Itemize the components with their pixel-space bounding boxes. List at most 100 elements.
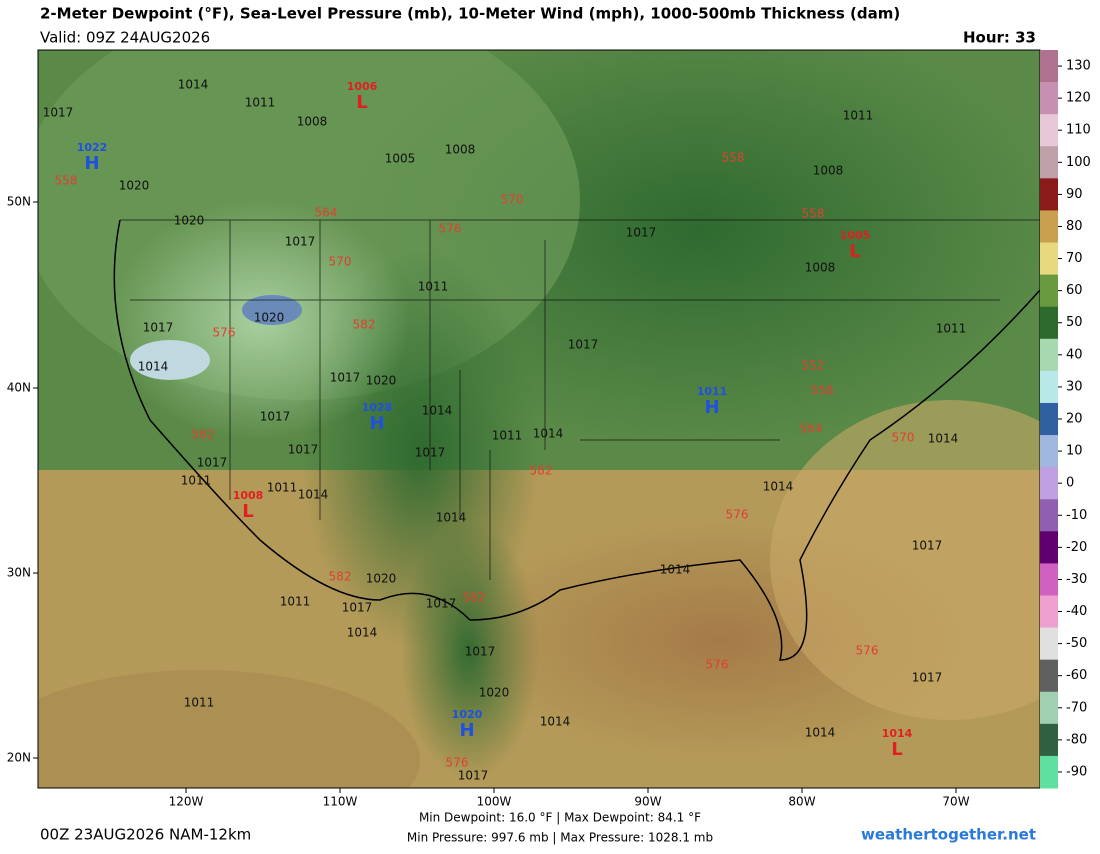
colorbar-swatch <box>1040 242 1058 276</box>
isobar-label: 1008 <box>805 261 836 275</box>
colorbar-label: 130 <box>1066 59 1091 74</box>
isobar-label: 1020 <box>174 214 205 228</box>
colorbar-label: -90 <box>1066 764 1087 779</box>
colorbar-label: -30 <box>1066 572 1087 587</box>
thickness-label: 558 <box>802 207 825 221</box>
thickness-label: 570 <box>892 431 915 445</box>
isobar-label: 1020 <box>119 179 150 193</box>
center-pressure: 1028 <box>362 401 393 414</box>
colorbar-swatch <box>1040 595 1058 629</box>
thickness-label: 564 <box>800 422 823 436</box>
center-pressure: 1005 <box>840 229 871 242</box>
dewpoint-range: Min Dewpoint: 16.0 °F | Max Dewpoint: 84… <box>419 811 701 825</box>
model-run: 00Z 23AUG2026 NAM-12km <box>40 826 251 844</box>
title: 2-Meter Dewpoint (°F), Sea-Level Pressur… <box>40 5 900 23</box>
lat-label: 30N <box>7 566 31 580</box>
colorbar-label: 30 <box>1066 379 1083 394</box>
isobar-label: 1014 <box>928 432 959 446</box>
isobar-label: 1017 <box>458 769 489 783</box>
thickness-label: 552 <box>802 359 825 373</box>
center-symbol: H <box>704 397 719 418</box>
colorbar-swatch <box>1040 755 1058 789</box>
isobar-label: 1014 <box>138 360 169 374</box>
site-credit: weathertogether.net <box>861 826 1036 844</box>
isobar-label: 1017 <box>426 597 457 611</box>
isobar-label: 1017 <box>260 410 291 424</box>
center-symbol: L <box>891 739 902 760</box>
colorbar-label: 50 <box>1066 315 1083 330</box>
isobar-label: 1017 <box>330 371 361 385</box>
colorbar-swatch <box>1040 306 1058 340</box>
colorbar-label: 110 <box>1066 123 1091 138</box>
colorbar-label: 80 <box>1066 219 1083 234</box>
colorbar-swatch <box>1040 691 1058 725</box>
colorbar-label: -20 <box>1066 540 1087 555</box>
center-symbol: L <box>242 501 253 522</box>
isobar-label: 1020 <box>366 374 397 388</box>
isobar-label: 1008 <box>813 164 844 178</box>
thickness-label: 582 <box>192 428 215 442</box>
forecast-hour: Hour: 33 <box>963 29 1036 47</box>
thickness-label: 564 <box>315 206 338 220</box>
isobar-label: 1014 <box>540 715 571 729</box>
center-symbol: H <box>369 413 384 434</box>
center-pressure: 1022 <box>77 141 108 154</box>
colorbar-swatch <box>1040 50 1058 83</box>
colorbar-swatch <box>1040 274 1058 308</box>
colorbar-label: 40 <box>1066 347 1083 362</box>
isobar-label: 1017 <box>465 645 496 659</box>
thickness-label: 582 <box>463 591 486 605</box>
colorbar-swatch <box>1040 146 1058 179</box>
center-symbol: H <box>459 720 474 741</box>
isobar-label: 1017 <box>342 601 373 615</box>
thickness-label: 558 <box>722 151 745 165</box>
center-pressure: 1008 <box>233 489 264 502</box>
lon-label: 110W <box>323 795 358 809</box>
isobar-label: 1011 <box>418 280 449 294</box>
colorbar-label: -10 <box>1066 508 1087 523</box>
thickness-label: 570 <box>329 255 352 269</box>
isobar-label: 1017 <box>285 235 316 249</box>
isobar-label: 1011 <box>267 481 298 495</box>
lon-label: 120W <box>169 795 204 809</box>
colorbar-swatch <box>1040 659 1058 693</box>
isobar-label: 1011 <box>936 322 967 336</box>
colorbar-swatch <box>1040 531 1058 564</box>
colorbar-label: -60 <box>1066 668 1087 683</box>
isobar-label: 1014 <box>805 726 836 740</box>
colorbar-label: 10 <box>1066 444 1083 459</box>
thickness-label: 558 <box>811 384 834 398</box>
isobar-label: 1011 <box>184 696 215 710</box>
lat-label: 40N <box>7 381 31 395</box>
isobar-label: 1014 <box>178 78 209 92</box>
thickness-label: 576 <box>726 508 749 522</box>
thickness-label: 582 <box>329 570 352 584</box>
center-symbol: L <box>849 241 860 262</box>
isobar-label: 1011 <box>181 474 212 488</box>
center-symbol: L <box>356 92 367 113</box>
isobar-label: 1005 <box>385 152 416 166</box>
lon-label: 100W <box>477 795 512 809</box>
colorbar-swatch <box>1040 82 1058 115</box>
colorbar-swatch <box>1040 338 1058 372</box>
colorbar-swatch <box>1040 435 1058 468</box>
pressure-range: Min Pressure: 997.6 mb | Max Pressure: 1… <box>407 831 713 845</box>
thickness-label: 582 <box>530 464 553 478</box>
isobar-label: 1017 <box>912 539 943 553</box>
isobar-label: 1011 <box>492 429 523 443</box>
colorbar-label: -80 <box>1066 732 1087 747</box>
colorbar-swatch <box>1040 210 1058 244</box>
colorbar-label: 20 <box>1066 412 1083 427</box>
colorbar-label: 0 <box>1066 476 1074 491</box>
colorbar-swatch <box>1040 402 1058 436</box>
center-pressure: 1011 <box>697 385 728 398</box>
isobar-label: 1017 <box>415 446 446 460</box>
isobar-label: 1017 <box>288 443 319 457</box>
lon-label: 70W <box>942 795 969 809</box>
isobar-label: 1017 <box>143 321 174 335</box>
colorbar-swatch <box>1040 467 1058 500</box>
colorbar-swatch <box>1040 723 1058 757</box>
thickness-label: 576 <box>706 658 729 672</box>
isobar-label: 1020 <box>366 572 397 586</box>
